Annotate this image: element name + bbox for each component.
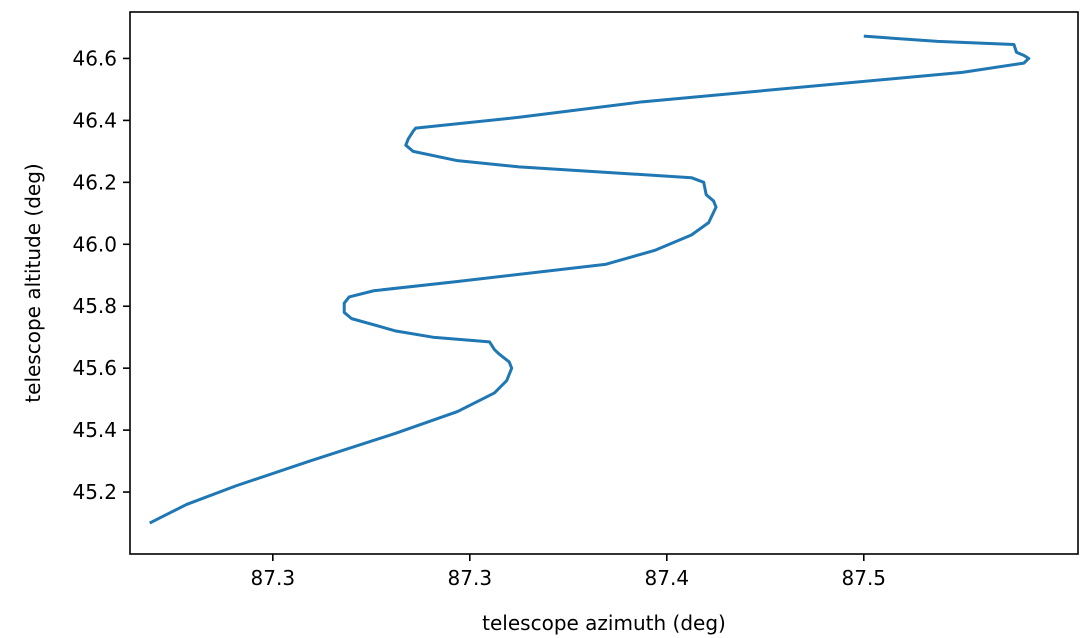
- x-axis-label: telescope azimuth (deg): [482, 611, 726, 635]
- x-axis: 87.3 87.3 87.4 87.5: [251, 554, 886, 590]
- y-tick-label: 45.2: [72, 480, 117, 504]
- y-axis-label: telescope altitude (deg): [21, 163, 45, 402]
- x-tick-label: 87.5: [842, 566, 887, 590]
- plot-frame: [129, 11, 1079, 555]
- x-tick-label: 87.4: [645, 566, 690, 590]
- y-tick-label: 45.4: [72, 418, 117, 442]
- y-axis: 45.2 45.4 45.6 45.8 46.0 46.2 46.4 46.6: [72, 46, 130, 504]
- y-tick-label: 46.2: [72, 170, 117, 194]
- x-tick-label: 87.3: [251, 566, 296, 590]
- y-tick-label: 46.4: [72, 108, 117, 132]
- y-tick-label: 45.6: [72, 356, 117, 380]
- y-tick-label: 46.6: [72, 46, 117, 70]
- series-line-0: [149, 34, 1031, 525]
- y-tick-label: 45.8: [72, 294, 117, 318]
- x-tick-label: 87.3: [448, 566, 493, 590]
- plot-area: [129, 11, 1079, 555]
- y-tick-label: 46.0: [72, 232, 117, 256]
